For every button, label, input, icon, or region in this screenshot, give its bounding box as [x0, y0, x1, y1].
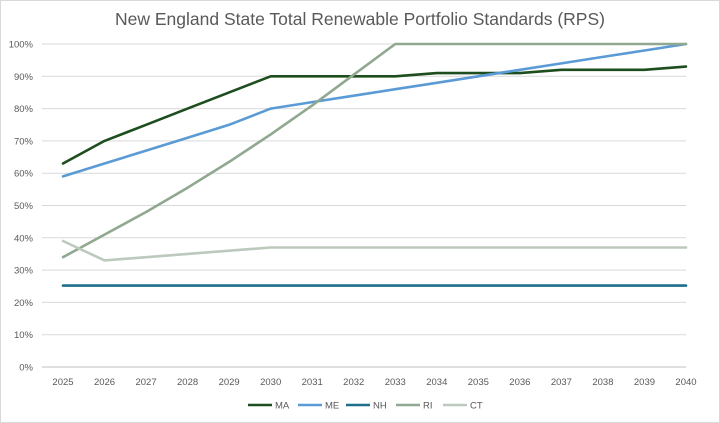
x-tick-label: 2028	[177, 377, 198, 388]
x-tick-label: 2025	[52, 377, 73, 388]
gridlines	[42, 43, 686, 368]
series-line-ri	[61, 42, 688, 259]
legend-label-ct: CT	[470, 401, 483, 412]
x-tick-label: 2035	[468, 377, 489, 388]
x-tick-label: 2032	[343, 377, 364, 388]
chart-title: New England State Total Renewable Portfo…	[115, 9, 605, 29]
legend-label-me: ME	[325, 401, 339, 412]
y-tick-label: 100%	[9, 40, 34, 51]
y-axis-labels: 0% 10% 20% 30% 40% 50% 60% 70% 80% 90% 100%	[9, 40, 34, 374]
series-line-ma	[61, 65, 688, 165]
legend-label-ri: RI	[423, 401, 433, 412]
y-tick-label: 30%	[14, 266, 34, 277]
y-tick-label: 90%	[14, 72, 34, 83]
x-tick-label: 2029	[219, 377, 240, 388]
y-tick-label: 20%	[14, 298, 34, 309]
legend-label-nh: NH	[373, 401, 387, 412]
x-tick-label: 2040	[675, 377, 696, 388]
y-tick-label: 0%	[19, 363, 33, 374]
y-tick-label: 70%	[14, 136, 34, 147]
x-tick-label: 2037	[551, 377, 572, 388]
x-tick-label: 2034	[426, 377, 447, 388]
legend-label-ma: MA	[275, 401, 290, 412]
legend: MA ME NH RI CT	[248, 401, 483, 412]
x-axis-labels: 2025 2026 2027 2028 2029 2030 2031 2032 2033 2034…	[52, 377, 696, 388]
x-tick-label: 2036	[509, 377, 530, 388]
x-tick-label: 2027	[135, 377, 156, 388]
x-tick-label: 2031	[302, 377, 323, 388]
series-line-me	[61, 42, 688, 178]
x-tick-label: 2030	[260, 377, 281, 388]
y-tick-label: 10%	[14, 330, 34, 341]
y-tick-label: 40%	[14, 233, 34, 244]
y-tick-label: 80%	[14, 104, 34, 115]
series-line-ct	[61, 239, 688, 262]
x-tick-label: 2033	[385, 377, 406, 388]
x-tick-label: 2039	[634, 377, 655, 388]
y-tick-label: 60%	[14, 169, 34, 180]
x-tick-label: 2038	[592, 377, 613, 388]
x-tick-label: 2026	[94, 377, 115, 388]
series-lines	[61, 42, 688, 287]
y-tick-label: 50%	[14, 201, 34, 212]
